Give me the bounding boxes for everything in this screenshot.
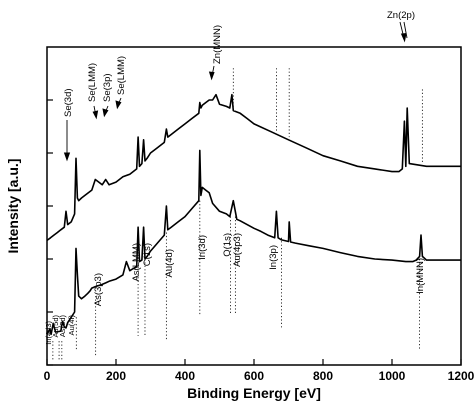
annotation-zn2p: Zn(2p) (387, 10, 415, 21)
spectrum-line-2 (46, 93, 461, 242)
annotation-o1s: O(1s) (222, 233, 233, 257)
annotation-arrows (63, 21, 408, 162)
annotation-aslmm: As(LMM) (131, 243, 142, 282)
annotation-in3d: In(3d) (197, 235, 208, 260)
x-tick-label-4: 800 (313, 369, 333, 383)
axis-ticks (46, 99, 462, 366)
annotation-znmnn: Zn(MNN) (212, 25, 223, 64)
x-tick-label-1: 200 (106, 369, 126, 383)
annotation-c1s: C(1s) (142, 243, 153, 266)
x-tick-label-2: 400 (175, 369, 195, 383)
annotation-as3d: As(3d) (58, 315, 67, 338)
annotation-se3d: Se(3d) (63, 88, 74, 117)
spectrum-line-1 (46, 149, 461, 336)
x-tick-label-0: 0 (44, 369, 51, 383)
peak-marker-lines (52, 68, 423, 360)
x-axis-title: Binding Energy [eV] (187, 385, 321, 401)
spectra-series (46, 93, 461, 336)
annotation-au4d: Au(4d) (164, 249, 175, 278)
annotation-as3p3: As(3p3) (93, 273, 104, 306)
x-tick-labels: 0 200 400 600 800 1000 1200 (44, 369, 474, 383)
annotation-inmnn: In(MNN) (415, 258, 426, 294)
annotation-selmm-2: Se(LMM) (116, 56, 127, 95)
annotation-in3p: In(3p) (268, 245, 279, 270)
annotation-selmm-1: Se(LMM) (87, 63, 98, 102)
x-tick-label-3: 600 (244, 369, 264, 383)
x-tick-label-5: 1000 (379, 369, 406, 383)
annotation-au4p3: Au(4p3) (232, 233, 243, 267)
y-axis-title: Intensity [a.u.] (5, 159, 21, 254)
annotation-au4f: Au(4f) (67, 315, 76, 336)
annotation-se3p: Se(3p) (102, 73, 113, 102)
annotation-in4d3: In(4d3) (44, 320, 53, 344)
x-tick-label-6: 1200 (448, 369, 474, 383)
annotation-au5d: Au(5d) (51, 315, 60, 338)
